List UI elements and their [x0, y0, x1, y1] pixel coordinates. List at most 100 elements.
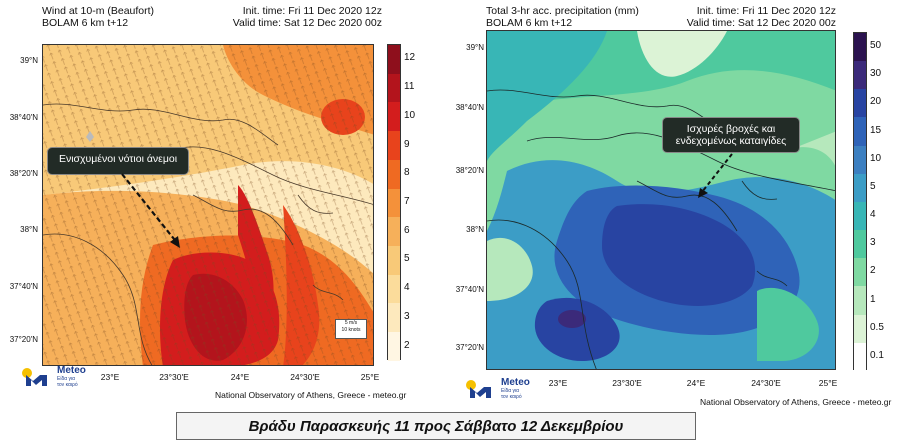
wind-colorbar-segment [388, 188, 400, 218]
meteo-logo-tag1-left: Είδα για [57, 376, 76, 382]
wind-colorbar-label: 10 [404, 109, 416, 121]
precip-ytick-5: 37°20'N [455, 343, 484, 352]
precip-ytick-1: 38°40'N [455, 103, 484, 112]
precip-ytick-2: 38°20'N [455, 166, 484, 175]
wind-colorbar-segment [388, 303, 400, 333]
wind-colorbar-segment [388, 159, 400, 189]
wind-init-time: Init. time: Fri 11 Dec 2020 12z [242, 5, 382, 17]
wind-annotation: Ενισχυμένοι νότιοι άνεμοι [48, 148, 188, 174]
wind-annotation-arrow [121, 173, 180, 248]
wind-ytick-0: 39°N [20, 56, 38, 65]
wind-field-svg [43, 45, 373, 365]
precip-colorbar-label: 20 [870, 96, 882, 108]
precip-colorbar-label: 0.5 [870, 321, 884, 333]
precip-colorbar-label: 5 [870, 180, 876, 192]
precip-title: Total 3-hr acc. precipitation (mm) BOLAM… [486, 5, 639, 29]
precip-colorbar-label: 3 [870, 237, 876, 249]
wind-colorbar-label: 9 [404, 138, 410, 150]
precip-colorbar-label: 50 [870, 40, 882, 52]
precip-credit: National Observatory of Athens, Greece -… [700, 397, 892, 407]
meteo-logo-mark-right [466, 380, 491, 398]
precip-colorbar-segment [854, 286, 866, 315]
precip-annotation: Ισχυρές βροχές και ενδεχομένως καταιγίδε… [663, 118, 799, 152]
wind-ytick-4: 37°40'N [9, 282, 38, 291]
precip-valid-time: Valid time: Sat 12 Dec 2020 00z [686, 17, 836, 29]
wind-times: Init. time: Fri 11 Dec 2020 12z Valid ti… [233, 5, 382, 29]
precip-colorbar-segment [854, 230, 866, 259]
wind-colorbar-segment [388, 102, 400, 132]
precip-colorbar-label: 15 [870, 124, 882, 136]
wind-credit: National Observatory of Athens, Greece -… [215, 390, 407, 400]
meteo-logo-left: Meteo Είδα για τον καιρό [20, 366, 86, 388]
meteo-logo-word-right: Meteo [501, 377, 530, 388]
wind-colorbar-label: 2 [404, 339, 410, 351]
precip-panel: Total 3-hr acc. precipitation (mm) BOLAM… [450, 0, 900, 410]
precip-colorbar-segment [854, 258, 866, 287]
meteo-logo-word-left: Meteo [57, 365, 86, 376]
precip-xtick-4: 25°E [818, 378, 838, 388]
wind-colorbar-label: 11 [404, 81, 415, 93]
wind-panel: Wind at 10-m (Beaufort) BOLAM 6 km t+12 … [0, 0, 450, 410]
wind-colorbar-label: 8 [404, 167, 410, 179]
wind-xtick-0: 23°E [100, 372, 120, 382]
precip-ytick-4: 37°40'N [455, 285, 484, 294]
wind-colorbar-segment [388, 73, 400, 103]
precip-xtick-0: 23°E [548, 378, 568, 388]
wind-colorbar-label: 6 [404, 224, 410, 236]
wind-xtick-1: 23°30'E [159, 372, 189, 382]
wind-scale-key: 5 m/s 10 knots [335, 319, 367, 339]
meteo-logo-mark-left [22, 368, 47, 386]
wind-colorbar-segment [388, 246, 400, 275]
precip-colorbar-label: 4 [870, 209, 876, 221]
wind-ytick-3: 38°N [20, 225, 38, 234]
wind-title: Wind at 10-m (Beaufort) BOLAM 6 km t+12 [42, 5, 154, 29]
wind-ytick-5: 37°20'N [9, 335, 38, 344]
meteo-logo-tag2-right: τον καιρό [501, 394, 522, 400]
precip-annotation-line2: ενδεχομένως καταιγίδες [675, 135, 787, 147]
precip-colorbar-segment [854, 33, 866, 62]
wind-colorbar-label: 3 [404, 310, 410, 322]
precip-colorbar-segment [854, 117, 866, 146]
precip-xtick-3: 24°30'E [751, 378, 781, 388]
meteo-logo-right: Meteo Είδα για τον καιρό [464, 378, 530, 400]
precip-colorbar-segment [854, 342, 866, 371]
wind-colorbar-label: 12 [404, 52, 416, 64]
wind-xtick-2: 24°E [230, 372, 250, 382]
meteo-logo-tag1-right: Είδα για [501, 388, 520, 394]
precip-colorbar-segment [854, 145, 866, 174]
precip-field-svg [487, 31, 835, 369]
precip-annotation-line1: Ισχυρές βροχές και [686, 123, 776, 135]
precip-colorbar-label: 0.1 [870, 349, 884, 361]
precip-colorbar-label: 10 [870, 152, 882, 164]
wind-colorbar-label: 4 [404, 282, 410, 294]
precip-colorbar-segment [854, 314, 866, 343]
wind-model-label: BOLAM 6 km t+12 [42, 17, 129, 29]
meteo-logo-tag2-left: τον καιρό [57, 382, 78, 388]
precip-annotation-arrow [698, 153, 733, 198]
wind-valid-time: Valid time: Sat 12 Dec 2020 00z [232, 17, 382, 29]
precip-init-time: Init. time: Fri 11 Dec 2020 12z [696, 5, 836, 17]
wind-title-line1: Wind at 10-m (Beaufort) [42, 5, 155, 17]
precip-title-line1: Total 3-hr acc. precipitation (mm) [486, 5, 639, 17]
precip-colorbar [853, 32, 867, 371]
precip-xtick-1: 23°30'E [612, 378, 642, 388]
wind-colorbar-segment [388, 217, 400, 247]
precip-colorbar-segment [854, 61, 866, 90]
precip-model-label: BOLAM 6 km t+12 [486, 17, 573, 29]
wind-colorbar [387, 44, 401, 361]
precip-colorbar-label: 1 [870, 293, 876, 305]
wind-colorbar-label: 7 [404, 196, 410, 207]
precip-colorbar-segment [854, 201, 866, 231]
wind-ytick-1: 38°40'N [9, 113, 38, 122]
wind-map: 5 m/s 10 knots [42, 44, 374, 366]
precip-map [486, 30, 836, 370]
wind-colorbar-segment [388, 131, 400, 160]
precip-ytick-0: 39°N [466, 43, 484, 52]
precip-colorbar-label: 2 [870, 265, 876, 277]
precip-xtick-2: 24°E [686, 378, 706, 388]
precip-times: Init. time: Fri 11 Dec 2020 12z Valid ti… [687, 5, 836, 29]
caption-text: Βράδυ Παρασκευής 11 προς Σάββατο 12 Δεκε… [248, 417, 624, 435]
wind-scale-key-knots: 10 knots [341, 327, 361, 333]
precip-colorbar-segment [854, 89, 866, 118]
precip-colorbar-label: 30 [870, 68, 882, 80]
